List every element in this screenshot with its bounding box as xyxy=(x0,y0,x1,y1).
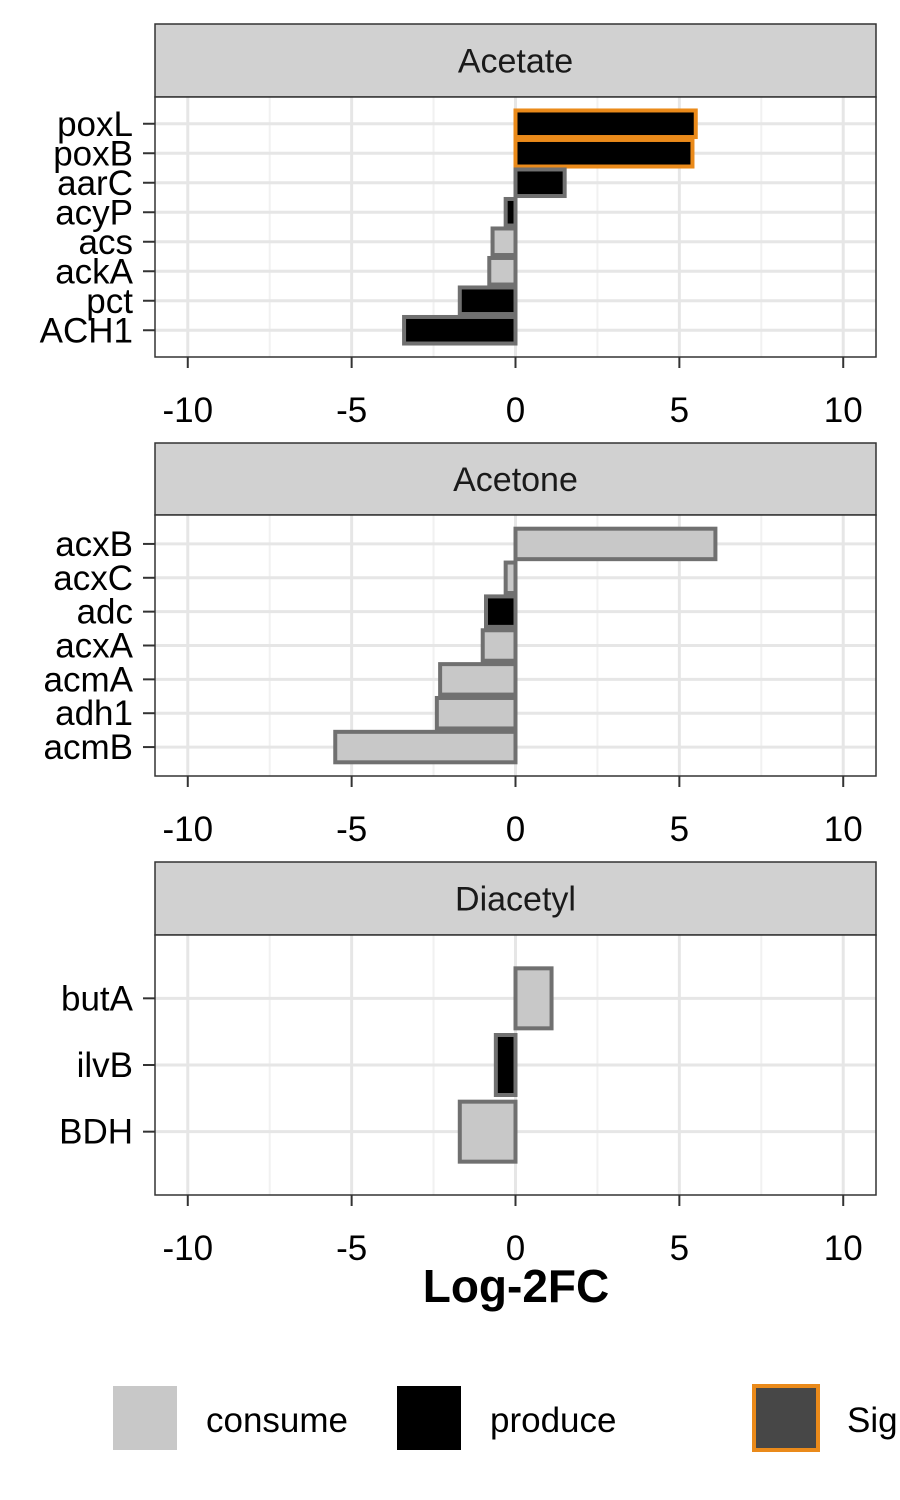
facet-panel-diacetyl: Diacetyl butA ilvB BDH -10 -5 0 5 10 xyxy=(59,861,877,1268)
bars xyxy=(457,966,554,1164)
legend-swatch-produce xyxy=(397,1386,461,1450)
legend: consume produce Sig xyxy=(113,1384,898,1452)
bar-pct xyxy=(457,285,518,317)
x-tick-label: 10 xyxy=(824,1229,863,1268)
y-tick-label: acyP xyxy=(55,193,133,232)
bar-adc xyxy=(484,594,518,629)
y-tick-label: adh1 xyxy=(55,694,133,733)
legend-swatch-consume xyxy=(113,1386,177,1450)
y-tick-label: acs xyxy=(79,223,133,262)
bar-acxB xyxy=(513,526,718,562)
x-axis-label: Log-2FC xyxy=(423,1260,610,1312)
y-tick-label: BDH xyxy=(59,1113,133,1152)
bar-poxL xyxy=(513,108,698,140)
bar-ilvB xyxy=(493,1033,518,1097)
y-tick-label: acxC xyxy=(53,559,133,598)
x-tick-label: 0 xyxy=(506,391,525,430)
bar-adh1 xyxy=(434,695,518,731)
facet-title: Acetate xyxy=(458,43,573,81)
y-tick-label: pct xyxy=(86,282,133,321)
facet-title: Acetone xyxy=(453,461,578,499)
x-tick-label: 10 xyxy=(824,810,863,849)
facet-title: Diacetyl xyxy=(455,881,576,919)
x-tick-label: -5 xyxy=(336,391,367,430)
legend-label: produce xyxy=(490,1401,616,1440)
bar-BDH xyxy=(457,1099,518,1164)
bar-acxC xyxy=(503,560,518,596)
bar-ACH1 xyxy=(402,314,518,346)
facet-strip xyxy=(154,23,877,98)
y-tick-label: acmB xyxy=(44,728,133,767)
x-tick-label: -10 xyxy=(162,391,213,430)
bar-acxA xyxy=(480,628,518,663)
y-tick-label: ACH1 xyxy=(40,311,133,350)
facet-strip xyxy=(154,861,877,936)
y-tick-label: acxA xyxy=(55,627,133,666)
x-tick-label: 10 xyxy=(824,391,863,430)
y-tick-label: aarC xyxy=(57,164,133,203)
y-tick-label: ackA xyxy=(55,252,133,291)
bar-acmB xyxy=(333,729,518,765)
bars xyxy=(333,526,718,765)
bar-acmA xyxy=(438,662,518,697)
bar-ackA xyxy=(487,255,518,287)
bar-acyP xyxy=(503,196,518,228)
legend-swatch-sig xyxy=(752,1384,820,1452)
y-tick-label: acmA xyxy=(44,660,134,699)
bar-poxB xyxy=(513,137,695,169)
legend-label: consume xyxy=(206,1401,348,1440)
y-tick-label: adc xyxy=(77,593,133,632)
x-tick-label: 5 xyxy=(670,810,689,849)
x-tick-label: 5 xyxy=(670,391,689,430)
x-tick-label: 5 xyxy=(670,1229,689,1268)
y-tick-label: ilvB xyxy=(77,1046,133,1085)
y-tick-label: poxB xyxy=(53,134,133,173)
y-tick-label: acxB xyxy=(55,525,133,564)
x-tick-label: 0 xyxy=(506,810,525,849)
x-tick-label: -10 xyxy=(162,1229,213,1268)
bar-aarC xyxy=(513,167,567,199)
x-tick-label: -5 xyxy=(336,1229,367,1268)
bar-acs xyxy=(490,226,518,258)
y-tick-label: poxL xyxy=(57,105,133,144)
x-tick-label: -10 xyxy=(162,810,213,849)
y-tick-label: butA xyxy=(61,979,134,1018)
facet-strip xyxy=(154,442,877,516)
x-tick-label: -5 xyxy=(336,810,367,849)
bar-butA xyxy=(513,966,554,1031)
legend-label: Sig xyxy=(847,1401,898,1440)
bars xyxy=(402,108,698,346)
x-tick-label: 0 xyxy=(506,1229,525,1268)
